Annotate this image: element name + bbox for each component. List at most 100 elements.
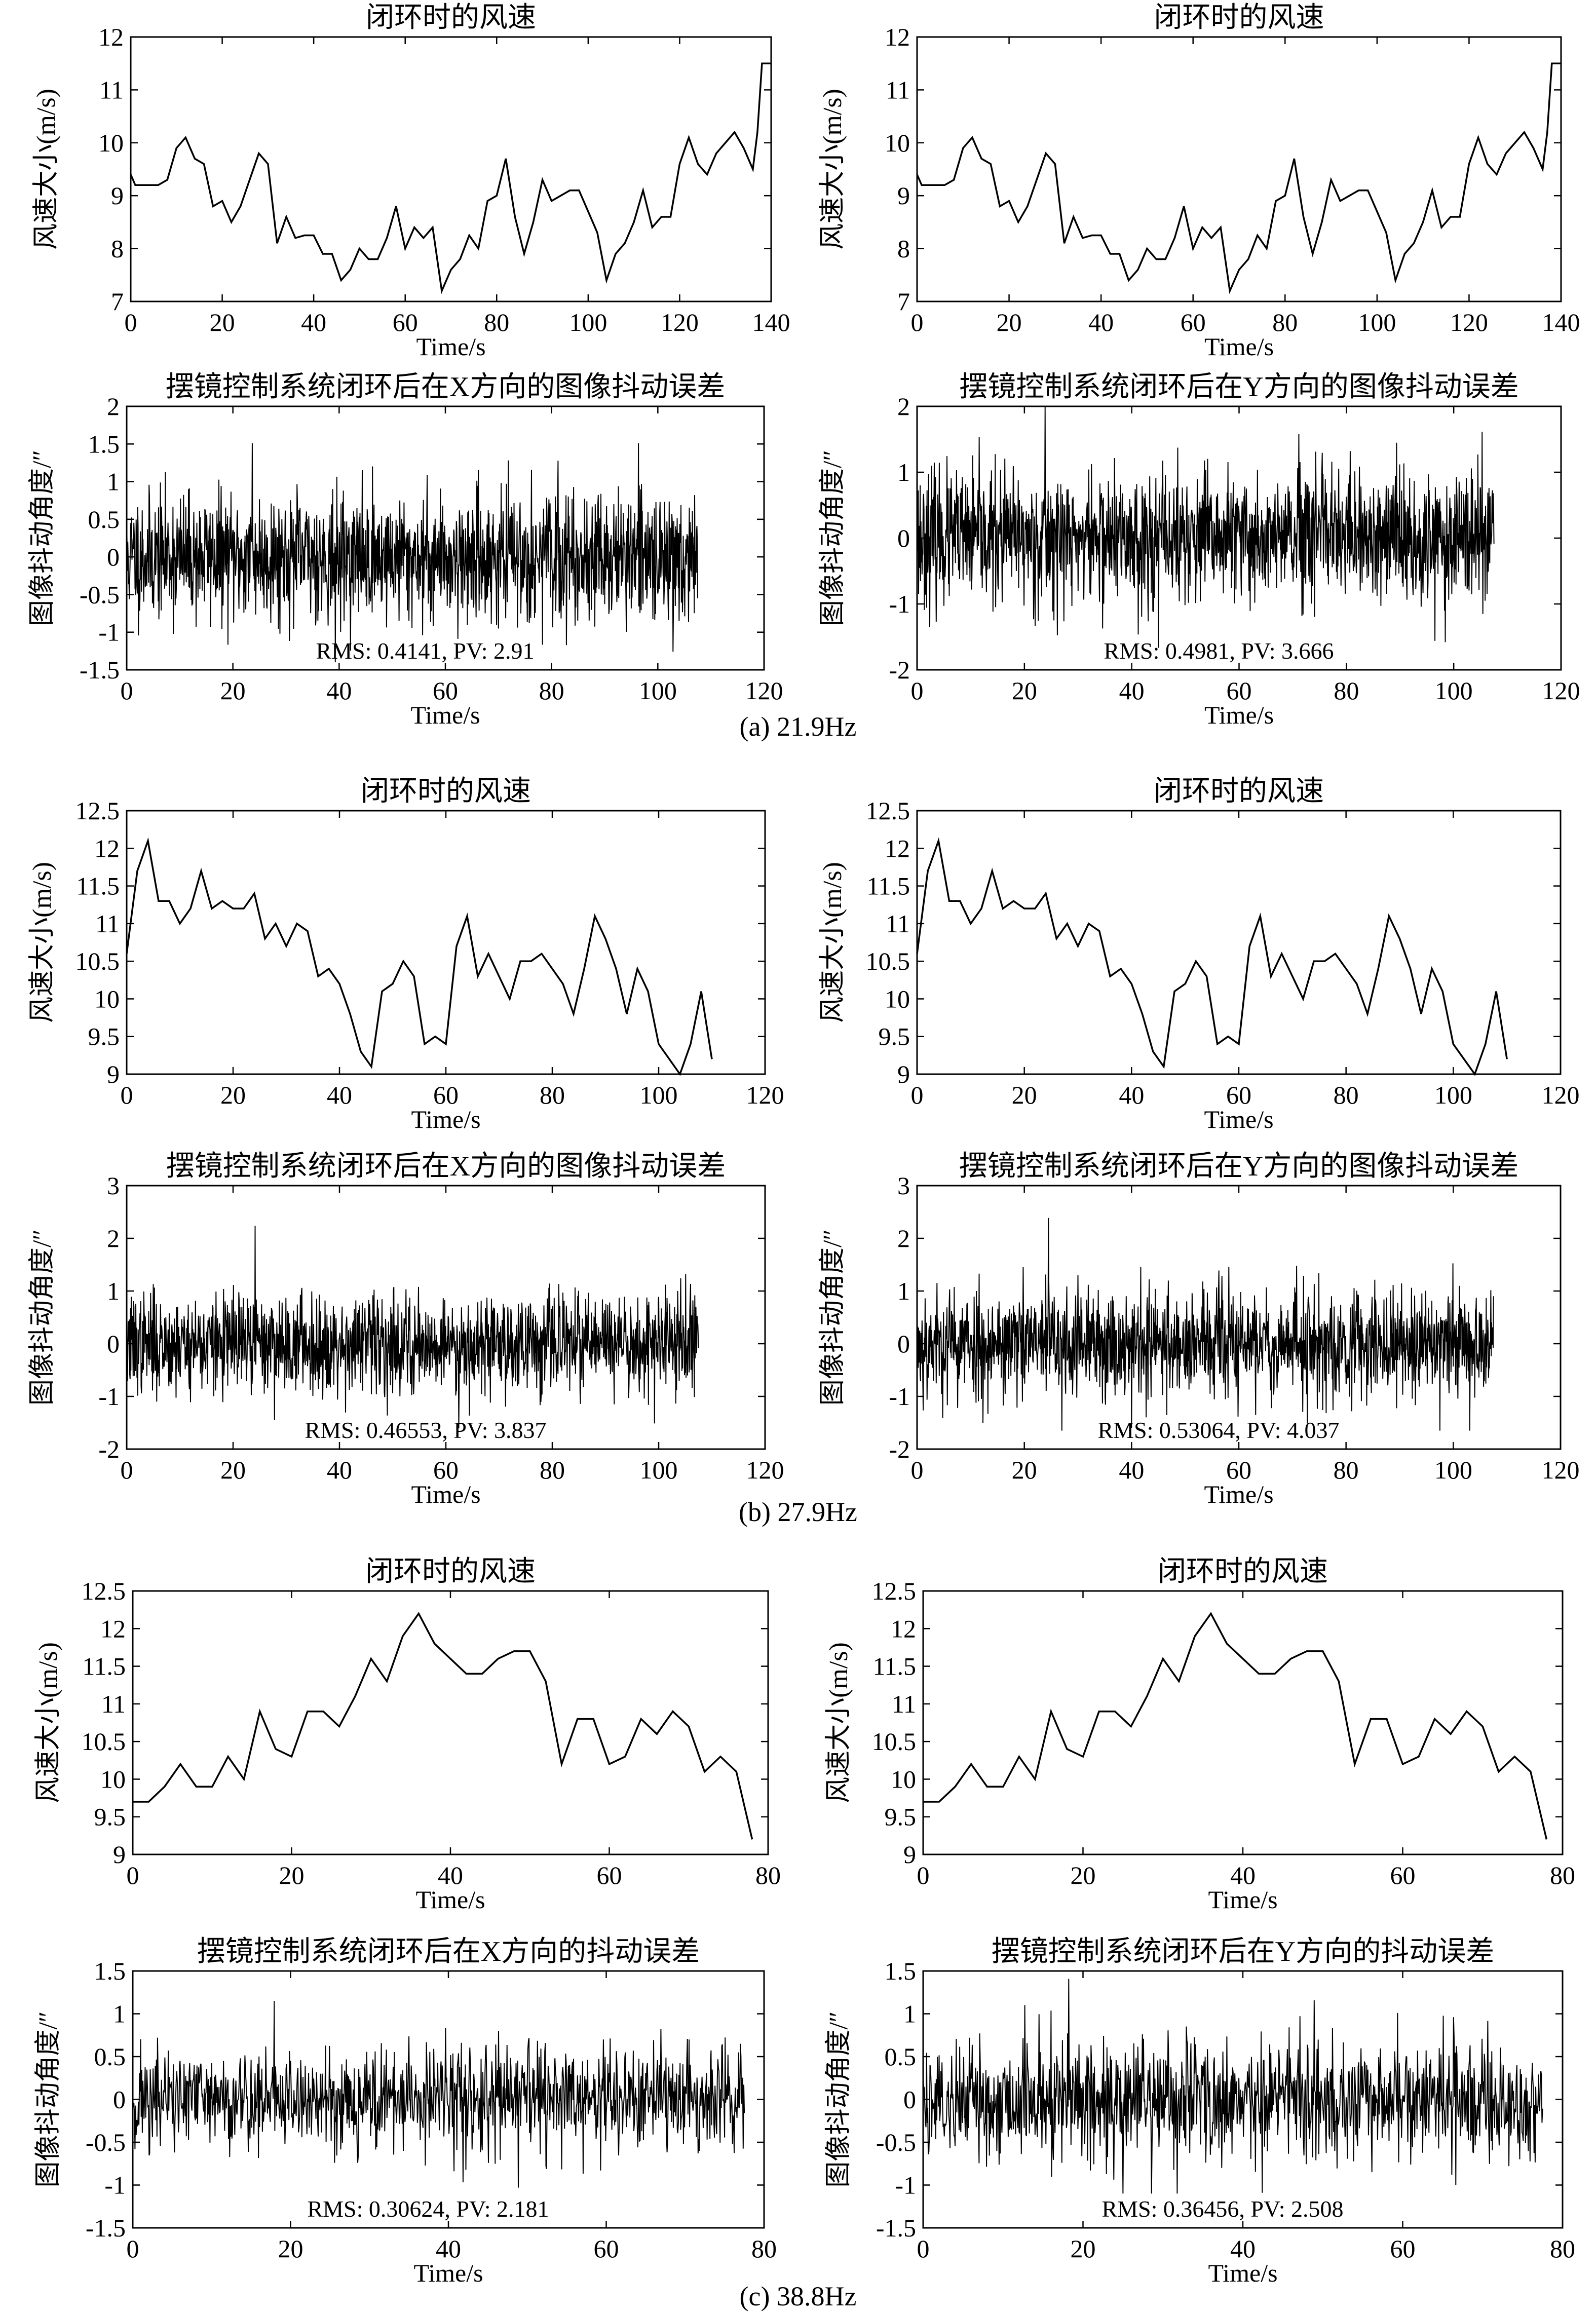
- y-tick-label: -2: [98, 1435, 120, 1463]
- y-tick-label: 2: [107, 392, 120, 421]
- x-tick-label: 120: [1542, 1081, 1580, 1109]
- y-tick-label: -1: [104, 2171, 126, 2199]
- x-tick-label: 80: [540, 1081, 565, 1109]
- y-tick-label: 1: [897, 458, 910, 486]
- y-tick-label: 9.5: [879, 1022, 910, 1051]
- y-tick-label: 9.5: [88, 1022, 120, 1051]
- chart-b-jitter-y: 0 20 40 60 80 100 120 -2 -1 0 1 2 3 摆镜控制系统闭环后在Y方向的图像抖…: [818, 1151, 1580, 1508]
- x-tick-label: 40: [1119, 1456, 1144, 1484]
- y-axis-label: 图像抖动角度/″: [28, 1229, 57, 1406]
- series-line: [916, 837, 1508, 1076]
- x-axis-label: Time/s: [1208, 2259, 1277, 2287]
- y-tick-label: -1.5: [80, 656, 120, 684]
- chart-a-jitter-x: 0 20 40 60 80 100 120 -1.5 -1 -0.5 0 0.5 1 1.5 2 摆镜控制系统…: [28, 371, 783, 729]
- y-tick-label: 2: [897, 1224, 910, 1253]
- y-tick-label: 11: [99, 75, 124, 104]
- x-tick-label: 20: [1012, 1081, 1037, 1109]
- x-tick-label: 60: [1390, 1861, 1416, 1889]
- x-tick-label: 60: [433, 676, 458, 705]
- x-tick-label: 20: [220, 1081, 246, 1109]
- x-tick-label: 0: [911, 676, 924, 705]
- y-tick-label: 0: [107, 1330, 120, 1358]
- rms-pv-annotation: RMS: 0.36456, PV: 2.508: [1101, 2196, 1343, 2222]
- x-axis-label: Time/s: [1204, 701, 1274, 729]
- chart-c-jitter-y: 0 20 40 60 80 -1.5 -1 -0.5 0 0.5 1 1.5 摆镜控制系统闭环后在Y方向…: [824, 1936, 1575, 2287]
- x-tick-label: 60: [1227, 676, 1252, 705]
- series-line: [923, 1612, 1548, 1840]
- x-tick-label: 40: [327, 1456, 352, 1484]
- y-tick-label: 12: [885, 23, 910, 51]
- y-tick-label: -1.5: [86, 2214, 126, 2242]
- y-tick-label: 10.5: [75, 947, 120, 975]
- x-axis-label: Time/s: [411, 1105, 480, 1133]
- x-tick-label: 120: [746, 1456, 784, 1484]
- x-tick-label: 80: [1550, 2234, 1575, 2263]
- x-tick-label: 60: [1181, 308, 1206, 336]
- x-axis-label: Time/s: [1208, 1885, 1277, 1914]
- series-line: [130, 62, 771, 294]
- y-tick-label: -1.5: [876, 2214, 916, 2242]
- x-axis-label: Time/s: [1204, 332, 1274, 361]
- x-tick-label: 40: [326, 676, 352, 705]
- x-tick-label: 60: [594, 2234, 619, 2263]
- y-tick-label: 10.5: [872, 1727, 917, 1756]
- y-tick-label: 11.5: [76, 872, 120, 900]
- y-tick-label: 9.5: [885, 1803, 917, 1831]
- rms-pv-annotation: RMS: 0.4141, PV: 2.91: [316, 638, 534, 664]
- rms-pv-annotation: RMS: 0.4981, PV: 3.666: [1104, 638, 1334, 664]
- x-tick-label: 100: [640, 1081, 678, 1109]
- y-tick-label: 10.5: [82, 1727, 126, 1756]
- y-tick-label: 11.5: [866, 872, 910, 900]
- x-tick-label: 40: [1230, 1861, 1256, 1889]
- y-tick-label: -1: [889, 590, 910, 618]
- x-tick-label: 80: [484, 308, 509, 336]
- x-axis-label: Time/s: [1204, 1105, 1273, 1133]
- y-axis-label: 风速大小(m/s): [32, 89, 61, 250]
- x-tick-label: 40: [301, 308, 326, 336]
- y-tick-label: 10: [891, 1765, 916, 1793]
- y-tick-label: 12: [100, 1614, 126, 1643]
- series-line: [923, 1979, 1543, 2194]
- y-tick-label: 11: [95, 909, 120, 938]
- y-tick-label: 3: [107, 1171, 120, 1200]
- plot-frame: [130, 36, 772, 302]
- y-axis-label: 风速大小(m/s): [818, 862, 847, 1023]
- x-tick-label: 60: [1390, 2234, 1416, 2263]
- x-tick-label: 20: [279, 1861, 305, 1889]
- y-tick-label: 12: [98, 23, 124, 51]
- y-tick-label: 11.5: [82, 1652, 126, 1681]
- x-axis-label: Time/s: [1204, 1480, 1273, 1508]
- chart-title: 闭环时的风速: [1154, 2, 1324, 33]
- y-axis-label: 风速大小(m/s): [28, 862, 57, 1023]
- series-line: [126, 443, 698, 663]
- x-tick-label: 20: [1012, 676, 1037, 705]
- y-axis-label: 图像抖动角度/″: [28, 450, 57, 626]
- y-tick-label: 12: [885, 834, 910, 862]
- y-tick-label: -1: [895, 2171, 916, 2199]
- x-tick-label: 0: [917, 1861, 930, 1889]
- y-tick-label: -1: [98, 618, 120, 647]
- y-tick-label: 11: [892, 1690, 916, 1718]
- y-tick-label: 12: [94, 834, 120, 862]
- y-tick-label: 0: [897, 524, 910, 552]
- y-tick-label: 9: [111, 181, 124, 210]
- series-line: [126, 837, 713, 1076]
- y-tick-label: 0: [113, 2085, 126, 2114]
- x-tick-label: 0: [911, 1456, 924, 1484]
- x-tick-label: 20: [220, 676, 246, 705]
- y-tick-label: 11: [886, 909, 910, 938]
- x-tick-label: 60: [433, 1456, 459, 1484]
- plot-frame: [916, 36, 1562, 302]
- x-tick-label: 100: [569, 308, 607, 336]
- y-tick-label: 9: [903, 1840, 916, 1869]
- y-tick-label: 9: [113, 1840, 126, 1869]
- x-tick-label: 120: [745, 676, 783, 705]
- y-tick-label: 9: [897, 1060, 910, 1088]
- y-axis-label: 图像抖动角度/″: [824, 2011, 853, 2187]
- y-tick-label: -2: [889, 1435, 910, 1463]
- y-tick-label: -0.5: [80, 580, 120, 609]
- x-axis-label: Time/s: [410, 701, 480, 729]
- x-tick-label: 40: [327, 1081, 352, 1109]
- y-tick-label: 0: [107, 543, 120, 571]
- x-tick-label: 80: [751, 2234, 777, 2263]
